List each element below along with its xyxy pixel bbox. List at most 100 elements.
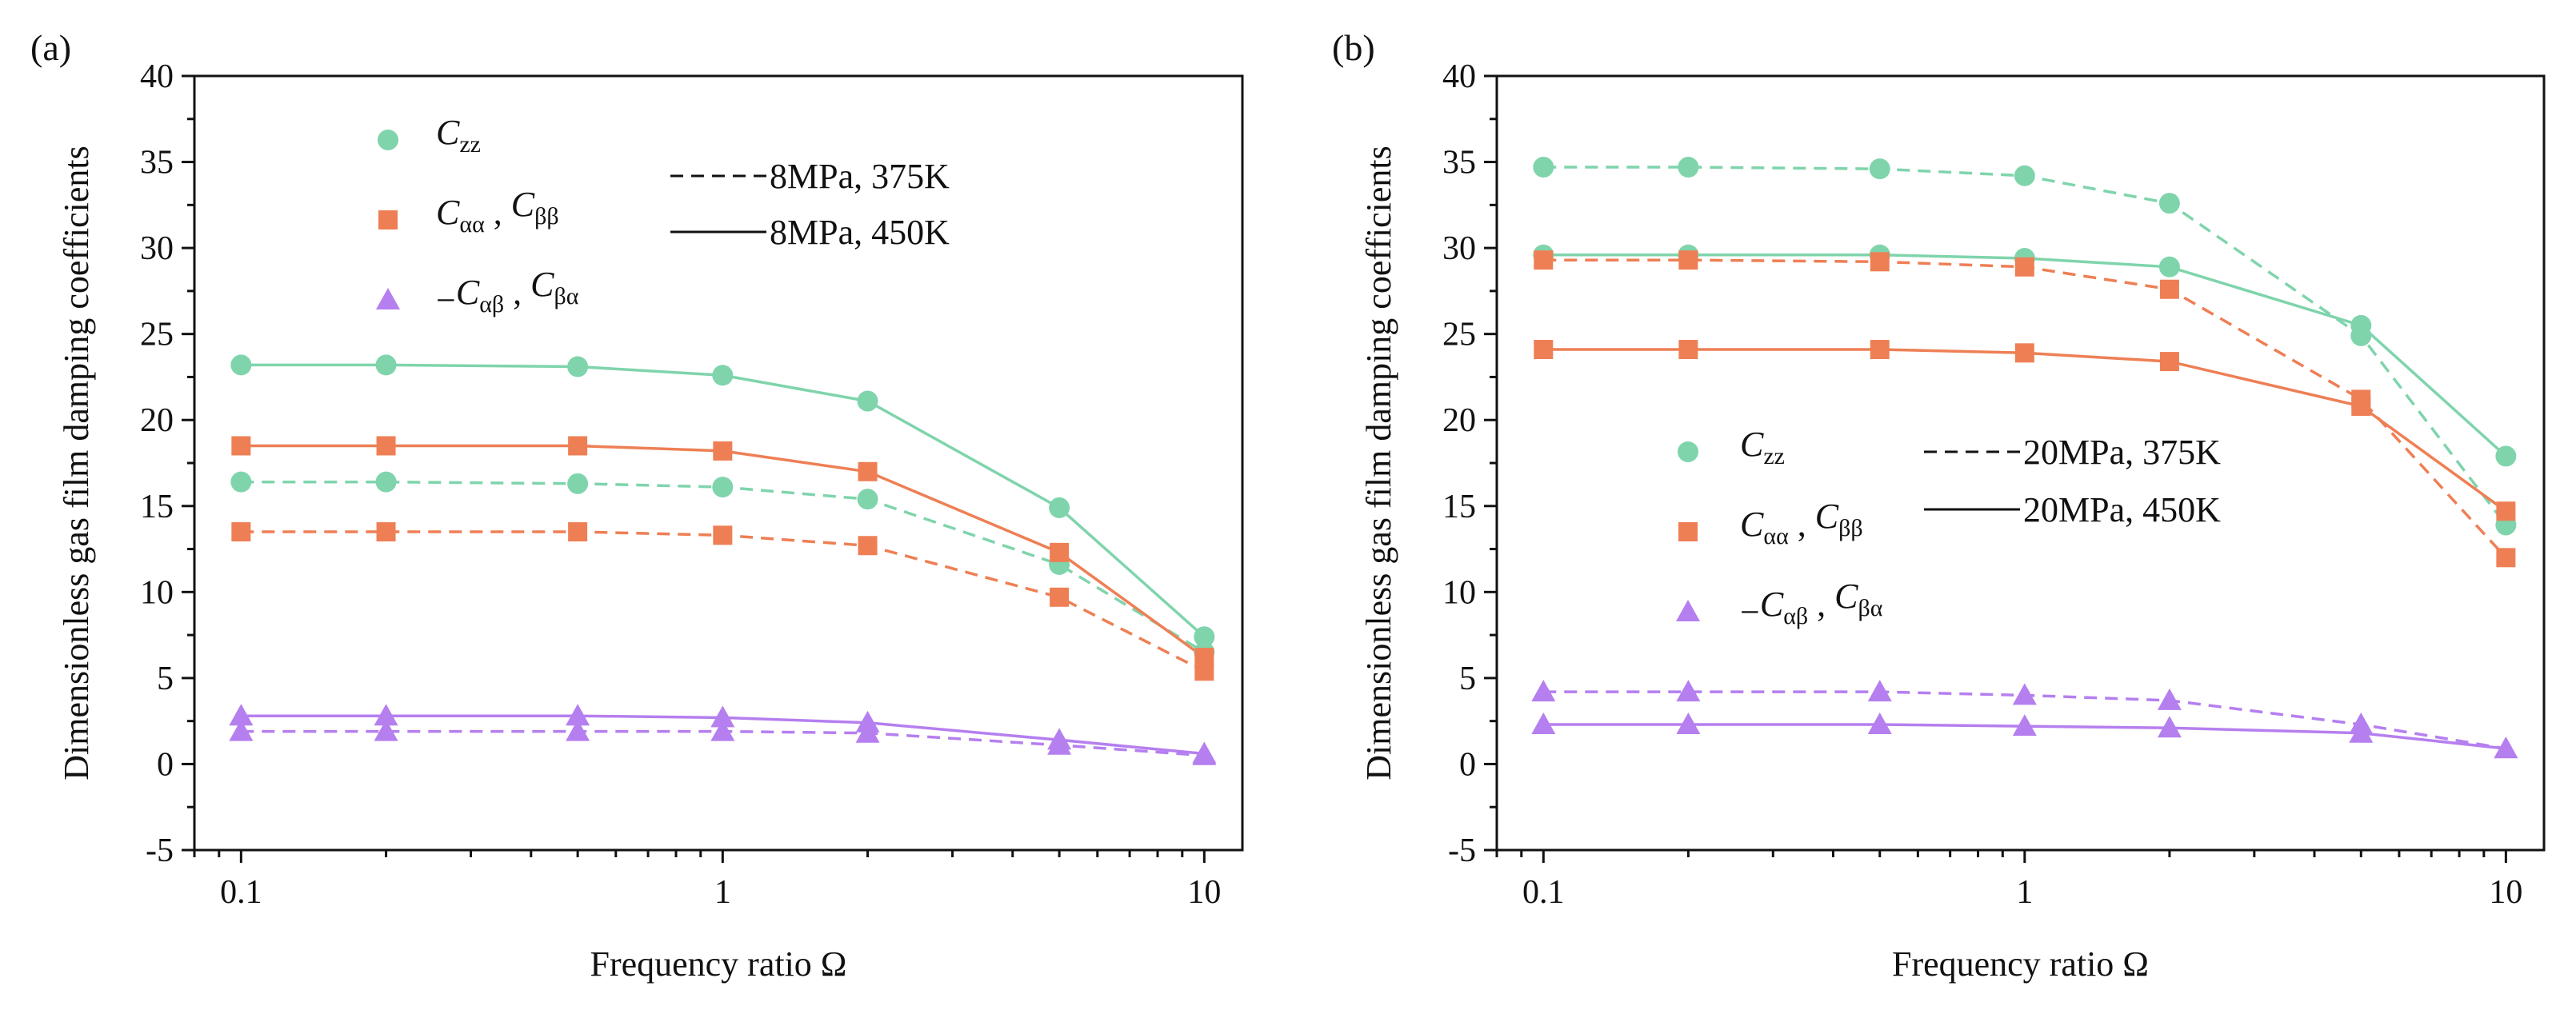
- legend-symbol: ,: [485, 193, 511, 232]
- data-point: [855, 710, 880, 733]
- data-point: [1678, 340, 1698, 360]
- x-tick-label: 0.1: [1522, 874, 1565, 911]
- legend-dashed-label: 20MPa, 375K: [2023, 433, 2221, 472]
- data-point: [376, 436, 396, 456]
- data-point: [567, 473, 589, 494]
- y-tick-label: 10: [140, 574, 174, 611]
- x-tick-label: 1: [714, 874, 731, 911]
- data-point: [2158, 256, 2180, 277]
- y-axis-title: Dimensionless gas film damping coefficie…: [57, 146, 96, 780]
- legend-subscript: αα: [459, 211, 485, 238]
- y-tick-label: 35: [1442, 145, 1476, 182]
- data-point: [231, 522, 251, 542]
- x-axis-title: Frequency ratio Ω: [1892, 944, 2149, 984]
- x-tick-label: 1: [2016, 874, 2033, 911]
- legend-symbol: C: [436, 193, 460, 232]
- data-point: [1194, 626, 1215, 648]
- legend-symbol: C: [1740, 425, 1764, 464]
- legend-subscript: βα: [1858, 595, 1883, 621]
- data-point: [2014, 343, 2034, 363]
- legend-marker: [378, 130, 398, 150]
- legend-subscript: zz: [459, 131, 481, 158]
- legend-subscript: αβ: [479, 291, 504, 317]
- plot-frame: [1495, 74, 2546, 852]
- y-tick-label: 0: [1459, 746, 1476, 783]
- data-point: [2496, 548, 2516, 568]
- legend-symbol: ,: [1808, 585, 1834, 624]
- data-point: [2157, 688, 2182, 710]
- data-point: [712, 477, 734, 498]
- data-point: [1534, 340, 1554, 360]
- legend-symbol: C: [1760, 585, 1784, 624]
- legend-symbol: ,: [1789, 505, 1815, 544]
- data-point: [231, 436, 251, 456]
- data-point: [2159, 279, 2179, 299]
- legend-solid-label: 8MPa, 450K: [770, 213, 950, 252]
- data-point: [1867, 712, 1892, 734]
- plot-frame: [193, 74, 1244, 852]
- panel-label: (a): [30, 27, 71, 68]
- legend-dashed-label: 8MPa, 375K: [770, 157, 950, 196]
- legend-entry: −Cαβ , Cβα: [1740, 577, 1883, 632]
- data-point: [2159, 352, 2179, 372]
- panel-a: (a) -5 0 5 10 15 20 25 30 35 40 0.1 1 10 Frequency rat…: [30, 27, 1244, 984]
- data-point: [568, 436, 588, 456]
- data-point: [857, 489, 878, 510]
- panel-b: (b) -5 0 5 10 15 20 25 30 35 40 0.1 1 10 Frequency rat…: [1332, 27, 2546, 984]
- data-point: [1869, 158, 1890, 180]
- data-point: [710, 719, 735, 741]
- data-point: [858, 461, 878, 481]
- data-point: [1534, 250, 1554, 270]
- data-point: [375, 471, 397, 493]
- data-point: [1047, 728, 1072, 750]
- data-point: [713, 525, 733, 545]
- data-point: [2012, 714, 2037, 737]
- legend-subscript: αβ: [1783, 603, 1808, 629]
- data-point: [2158, 193, 2180, 214]
- y-tick-label: 30: [1442, 230, 1476, 267]
- data-point: [2494, 737, 2518, 759]
- data-point: [376, 522, 396, 542]
- data-point: [857, 390, 878, 412]
- y-tick-label: 35: [140, 145, 174, 182]
- y-tick-label: 25: [1442, 317, 1476, 353]
- data-point: [1050, 542, 1070, 562]
- data-point: [2014, 165, 2035, 186]
- legend-symbol: C: [1834, 577, 1858, 616]
- legend-entry: Czz: [436, 113, 481, 158]
- data-point: [2351, 397, 2371, 417]
- legend-solid-label: 20MPa, 450K: [2023, 490, 2221, 529]
- y-tick-label: 10: [1442, 574, 1476, 611]
- y-tick-label: 5: [1459, 661, 1476, 697]
- y-tick-label: -5: [146, 832, 174, 869]
- legend-symbol: −: [436, 281, 456, 320]
- data-point: [1870, 252, 1890, 272]
- y-tick-label: -5: [1448, 832, 1476, 869]
- x-tick-label: 0.1: [220, 874, 262, 911]
- legend-symbol: ,: [504, 273, 530, 312]
- legend-symbol: C: [456, 273, 480, 312]
- series-line: [1543, 348, 2507, 513]
- legend-marker: [1678, 441, 1698, 462]
- legend-symbol: C: [530, 265, 554, 304]
- data-point: [2350, 314, 2372, 336]
- data-point: [2496, 501, 2516, 521]
- data-point: [567, 356, 589, 377]
- legend-entry: Cαα , Cββ: [1740, 497, 1863, 549]
- data-point: [2012, 683, 2037, 705]
- legend-marker: [1678, 522, 1698, 541]
- x-axis-title: Frequency ratio Ω: [590, 944, 846, 984]
- data-point: [1192, 741, 1217, 764]
- legend-symbol: −: [1740, 593, 1760, 632]
- data-point: [2495, 445, 2517, 467]
- legend-marker: [376, 288, 400, 309]
- x-tick-label: 10: [1187, 874, 1221, 911]
- data-point: [1678, 157, 1699, 178]
- y-tick-label: 15: [140, 489, 174, 525]
- data-point: [374, 704, 398, 726]
- data-point: [1049, 497, 1070, 518]
- data-point: [2157, 716, 2182, 738]
- legend-entry: −Cαβ , Cβα: [436, 265, 579, 320]
- legend-entry: Cαα , Cββ: [436, 185, 559, 238]
- legend-symbol: C: [436, 113, 460, 152]
